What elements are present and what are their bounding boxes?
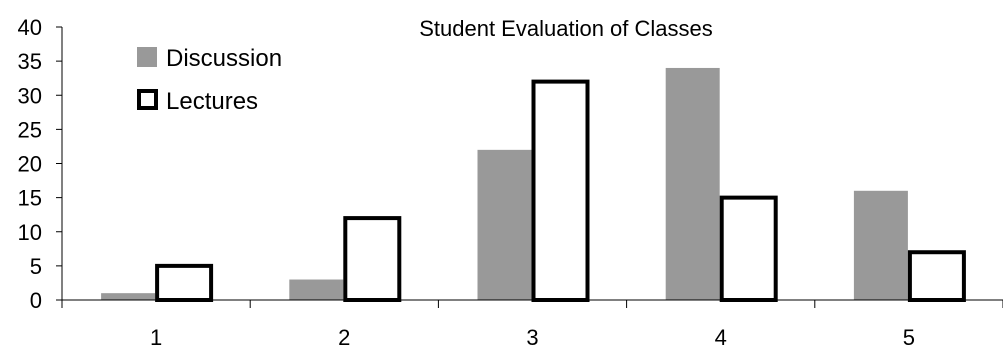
legend-label-discussion: Discussion [166, 45, 282, 72]
chart-title: Student Evaluation of Classes [419, 16, 713, 41]
bar-lectures-5 [910, 252, 964, 300]
bar-discussion-5 [854, 191, 908, 300]
y-tick-label-40: 40 [18, 15, 42, 40]
bar-lectures-4 [722, 198, 776, 300]
y-tick-label-15: 15 [18, 186, 42, 211]
x-tick-label-2: 2 [338, 325, 350, 350]
bar-lectures-2 [345, 218, 399, 300]
x-tick-label-4: 4 [715, 325, 727, 350]
x-tick-label-5: 5 [903, 325, 915, 350]
bar-lectures-3 [534, 82, 588, 300]
legend-swatch-discussion [137, 47, 157, 67]
bar-discussion-2 [289, 280, 343, 300]
y-tick-label-10: 10 [18, 220, 42, 245]
bar-discussion-3 [478, 150, 532, 300]
legend: Discussion Lectures [137, 45, 282, 115]
y-tick-label-30: 30 [18, 83, 42, 108]
y-tick-label-0: 0 [30, 288, 42, 313]
y-tick-label-5: 5 [30, 254, 42, 279]
legend-label-lectures: Lectures [166, 88, 258, 115]
y-tick-label-25: 25 [18, 117, 42, 142]
bar-discussion-1 [101, 293, 155, 300]
y-tick-label-35: 35 [18, 49, 42, 74]
bar-lectures-1 [157, 266, 211, 300]
bar-discussion-4 [666, 68, 720, 300]
legend-swatch-lectures [139, 91, 156, 108]
y-tick-label-20: 20 [18, 152, 42, 177]
x-tick-label-1: 1 [150, 325, 162, 350]
x-tick-label-3: 3 [526, 325, 538, 350]
